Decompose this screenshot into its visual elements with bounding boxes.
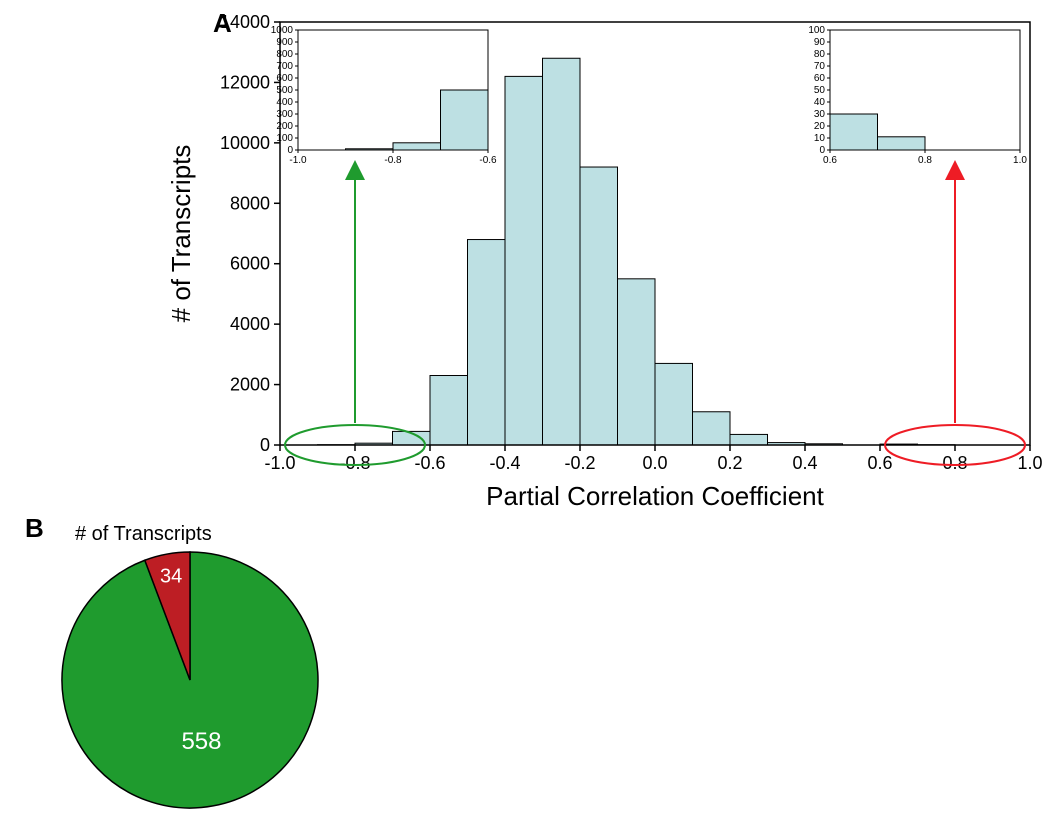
inset-ytick-label: 10 (814, 133, 826, 144)
ytick-label: 12000 (220, 72, 270, 92)
histogram-bar (468, 240, 506, 445)
inset-ytick-label: 500 (276, 85, 293, 96)
ytick-label: 10000 (220, 133, 270, 153)
xtick-label: -1.0 (264, 453, 295, 473)
xtick-label: 0.4 (792, 453, 817, 473)
histogram-bar (580, 167, 618, 445)
inset-ytick-label: 400 (276, 97, 293, 108)
inset-xtick-label: 0.8 (918, 155, 932, 166)
pie-slice-label: 558 (181, 728, 221, 755)
ytick-label: 2000 (230, 375, 270, 395)
panel-b-title: # of Transcripts (75, 523, 212, 545)
inset-ytick-label: 900 (276, 37, 293, 48)
inset-ytick-label: 60 (814, 73, 826, 84)
xtick-label: 1.0 (1017, 453, 1042, 473)
pie-slice-label: 34 (160, 566, 182, 588)
inset-ytick-label: 100 (808, 25, 825, 36)
inset-ytick-label: 800 (276, 49, 293, 60)
inset-ytick-label: 1000 (271, 25, 294, 36)
inset-ytick-label: 70 (814, 61, 826, 72)
histogram-bar (543, 58, 581, 445)
inset-xtick-label: -0.6 (479, 155, 497, 166)
histogram-bar (730, 434, 768, 445)
inset-ytick-label: 90 (814, 37, 826, 48)
xtick-label: 0.0 (642, 453, 667, 473)
inset-ytick-label: 50 (814, 85, 826, 96)
inset-right-bar (830, 114, 878, 150)
panel-a: A02000400060008000100001200014000-1.0-0.… (166, 8, 1043, 511)
xtick-label: -0.4 (489, 453, 520, 473)
inset-xtick-label: -1.0 (289, 155, 307, 166)
inset-ytick-label: 80 (814, 49, 826, 60)
xtick-label: -0.6 (414, 453, 445, 473)
inset-ytick-label: 300 (276, 109, 293, 120)
inset-ytick-label: 100 (276, 133, 293, 144)
ytick-label: 14000 (220, 12, 270, 32)
inset-ytick-label: 700 (276, 61, 293, 72)
inset-ytick-label: 20 (814, 121, 826, 132)
inset-left-bar (441, 90, 489, 150)
xtick-label: 0.8 (942, 453, 967, 473)
histogram-bar (505, 76, 543, 445)
inset-xtick-label: 0.6 (823, 155, 837, 166)
inset-ytick-label: 600 (276, 73, 293, 84)
xlabel: Partial Correlation Coefficient (486, 481, 824, 511)
inset-xtick-label: 1.0 (1013, 155, 1027, 166)
histogram-bar (693, 412, 731, 445)
inset-ytick-label: 200 (276, 121, 293, 132)
ytick-label: 6000 (230, 254, 270, 274)
ylabel: # of Transcripts (166, 145, 196, 323)
inset-left-bar (393, 143, 441, 150)
ytick-label: 0 (260, 435, 270, 455)
xtick-label: -0.8 (339, 453, 370, 473)
panel-b: B # of Transcripts 558 34 (25, 513, 318, 808)
xtick-label: -0.2 (564, 453, 595, 473)
xtick-label: 0.6 (867, 453, 892, 473)
histogram-bar (655, 363, 693, 445)
ytick-label: 4000 (230, 314, 270, 334)
histogram-bar (430, 376, 468, 445)
inset-ytick-label: 30 (814, 109, 826, 120)
histogram-bar (618, 279, 656, 445)
xtick-label: 0.2 (717, 453, 742, 473)
panel-b-label: B (25, 513, 44, 543)
inset-xtick-label: -0.8 (384, 155, 402, 166)
inset-right-bar (878, 137, 926, 150)
inset-ytick-label: 40 (814, 97, 826, 108)
ytick-label: 8000 (230, 193, 270, 213)
